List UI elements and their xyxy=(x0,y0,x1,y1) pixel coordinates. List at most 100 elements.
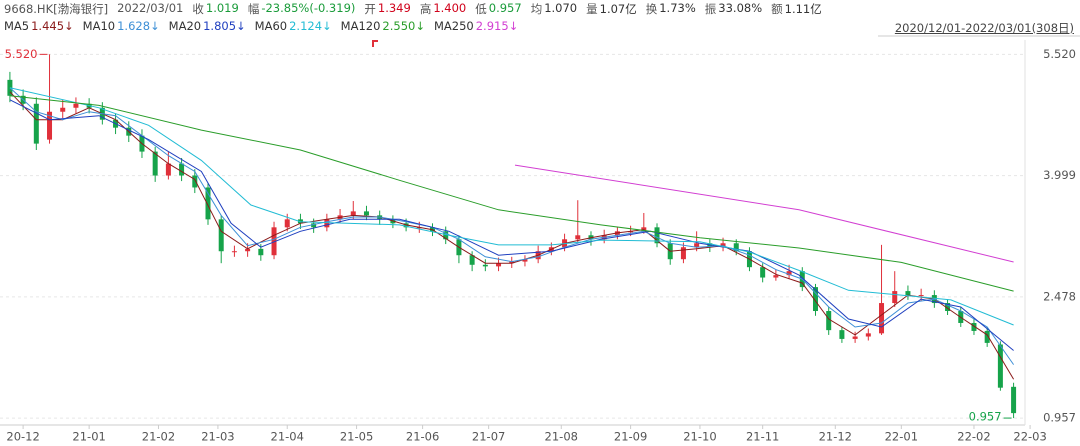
legend-item: MA20 1.805↓ xyxy=(169,19,246,33)
event-flag[interactable] xyxy=(372,40,378,47)
legend: MA5 1.445↓ MA10 1.628↓ MA20 1.805↓ MA60 2.124↓ M… xyxy=(4,19,518,33)
field-value: 1.349 xyxy=(377,1,411,15)
field-label: 额 xyxy=(771,2,783,16)
legend-value: 2.915↓ xyxy=(475,19,519,33)
candle-body xyxy=(945,303,951,312)
candle-body xyxy=(760,267,766,278)
ma-line xyxy=(514,164,1014,263)
candle-body xyxy=(324,219,330,228)
field-label: 幅 xyxy=(247,2,260,16)
field-value: 0.957 xyxy=(488,1,522,15)
legend-name: MA120 xyxy=(340,19,381,33)
legend-value: 1.805↓ xyxy=(203,19,246,33)
field-label: 开 xyxy=(364,2,376,16)
x-tick-label: 20-12 xyxy=(6,430,39,444)
candle-body xyxy=(733,243,739,252)
candle-body xyxy=(165,163,171,176)
x-tick-label: 21-10 xyxy=(683,430,716,444)
field-label: 收 xyxy=(192,2,204,16)
x-tick-label: 21-11 xyxy=(746,430,779,444)
candle-body xyxy=(892,291,898,304)
candle-body xyxy=(879,303,885,334)
y-tick-label: 2.478 xyxy=(1043,289,1076,303)
candle-body xyxy=(680,247,686,260)
field-value: -23.85%(-0.319) xyxy=(261,1,356,15)
legend-value: 2.550↓ xyxy=(382,19,425,33)
candle-body xyxy=(654,227,660,244)
x-tick-label: 21-01 xyxy=(72,430,105,444)
field-value: 1.11亿 xyxy=(784,2,822,16)
x-tick-label: 22-02 xyxy=(957,430,990,444)
y-tick-label: 5.520 xyxy=(1043,47,1076,61)
legend-value: 2.124↓ xyxy=(289,19,332,33)
x-tick-label: 22-01 xyxy=(885,430,918,444)
legend-value: 1.445↓ xyxy=(31,19,74,33)
legend-name: MA10 xyxy=(82,19,116,33)
legend-item: MA10 1.628↓ xyxy=(83,19,160,33)
quote-field: 收 1.019 xyxy=(192,1,238,17)
ma-line xyxy=(9,99,1014,351)
symbol: 9668.HK[渤海银行] xyxy=(4,2,109,16)
field-value: 1.400 xyxy=(433,1,467,15)
field-value: 1.019 xyxy=(205,1,239,15)
x-tick-label: 21-08 xyxy=(545,430,578,444)
candle-body xyxy=(786,271,792,276)
quote-field: 低 0.957 xyxy=(475,1,521,17)
x-tick-label: 21-05 xyxy=(340,430,373,444)
x-tick-label: 21-09 xyxy=(614,430,647,444)
candle-body xyxy=(496,263,502,267)
candle-body xyxy=(258,248,264,256)
candle-body xyxy=(192,175,198,188)
ma-line xyxy=(9,95,1014,292)
candle-body xyxy=(773,275,779,278)
legend-value: 1.628↓ xyxy=(117,19,160,33)
legend-name: MA20 xyxy=(168,19,202,33)
x-tick-label: 21-03 xyxy=(201,430,234,444)
quote-field: 开 1.349 xyxy=(364,1,410,17)
field-label: 换 xyxy=(645,2,658,16)
legend-name: MA60 xyxy=(254,19,288,33)
field-label: 振 xyxy=(704,2,717,16)
quote-field: 换 1.73% xyxy=(646,1,696,17)
field-value: 1.73% xyxy=(659,1,696,15)
quote-field: 振 33.08% xyxy=(705,1,762,17)
field-value: 1.070 xyxy=(544,1,578,15)
candle-body xyxy=(33,103,39,144)
legend-name: MA250 xyxy=(433,19,474,33)
field-value: 33.08% xyxy=(718,1,763,15)
x-tick-label: 21-02 xyxy=(142,430,175,444)
legend-item: MA250 2.915↓ xyxy=(434,19,518,33)
legend-name: MA5 xyxy=(4,19,30,33)
candle-body xyxy=(179,163,185,176)
x-tick-label: 21-12 xyxy=(819,430,852,444)
candle-body xyxy=(997,344,1003,388)
field-label: 低 xyxy=(475,2,487,16)
ma-line xyxy=(9,87,1015,365)
quote-field: 额 1.11亿 xyxy=(771,1,822,17)
ma-line xyxy=(9,91,1015,380)
x-tick-label: 21-07 xyxy=(472,430,505,444)
field-value: 1.07亿 xyxy=(599,2,637,16)
date: 2022/03/01 xyxy=(117,1,184,15)
candle-body xyxy=(826,311,832,331)
candle-body xyxy=(245,248,251,252)
quote-row: 9668.HK[渤海银行] 2022/03/01 收 1.019 幅 -23.85%(… xyxy=(4,1,822,17)
candle-body xyxy=(416,227,422,229)
quote-field: 均 1.070 xyxy=(531,1,577,17)
legend-item: MA5 1.445↓ xyxy=(4,19,74,33)
candle-body xyxy=(271,227,277,256)
max-label: 5.520 xyxy=(5,47,38,61)
ma-line xyxy=(9,87,1014,326)
range-label[interactable]: 2020/12/01-2022/03/01(308日) xyxy=(894,21,1074,35)
quote-field: 量 1.07亿 xyxy=(586,1,637,17)
candle-body xyxy=(284,219,290,228)
candle-body xyxy=(918,295,924,297)
y-tick-label: 0.957 xyxy=(1043,411,1076,425)
field-label: 量 xyxy=(586,2,598,16)
candle-body xyxy=(469,255,475,265)
candle-body xyxy=(443,231,449,240)
x-tick-label: 21-04 xyxy=(271,430,304,444)
candle-body xyxy=(984,330,990,343)
candle-body xyxy=(311,223,317,228)
